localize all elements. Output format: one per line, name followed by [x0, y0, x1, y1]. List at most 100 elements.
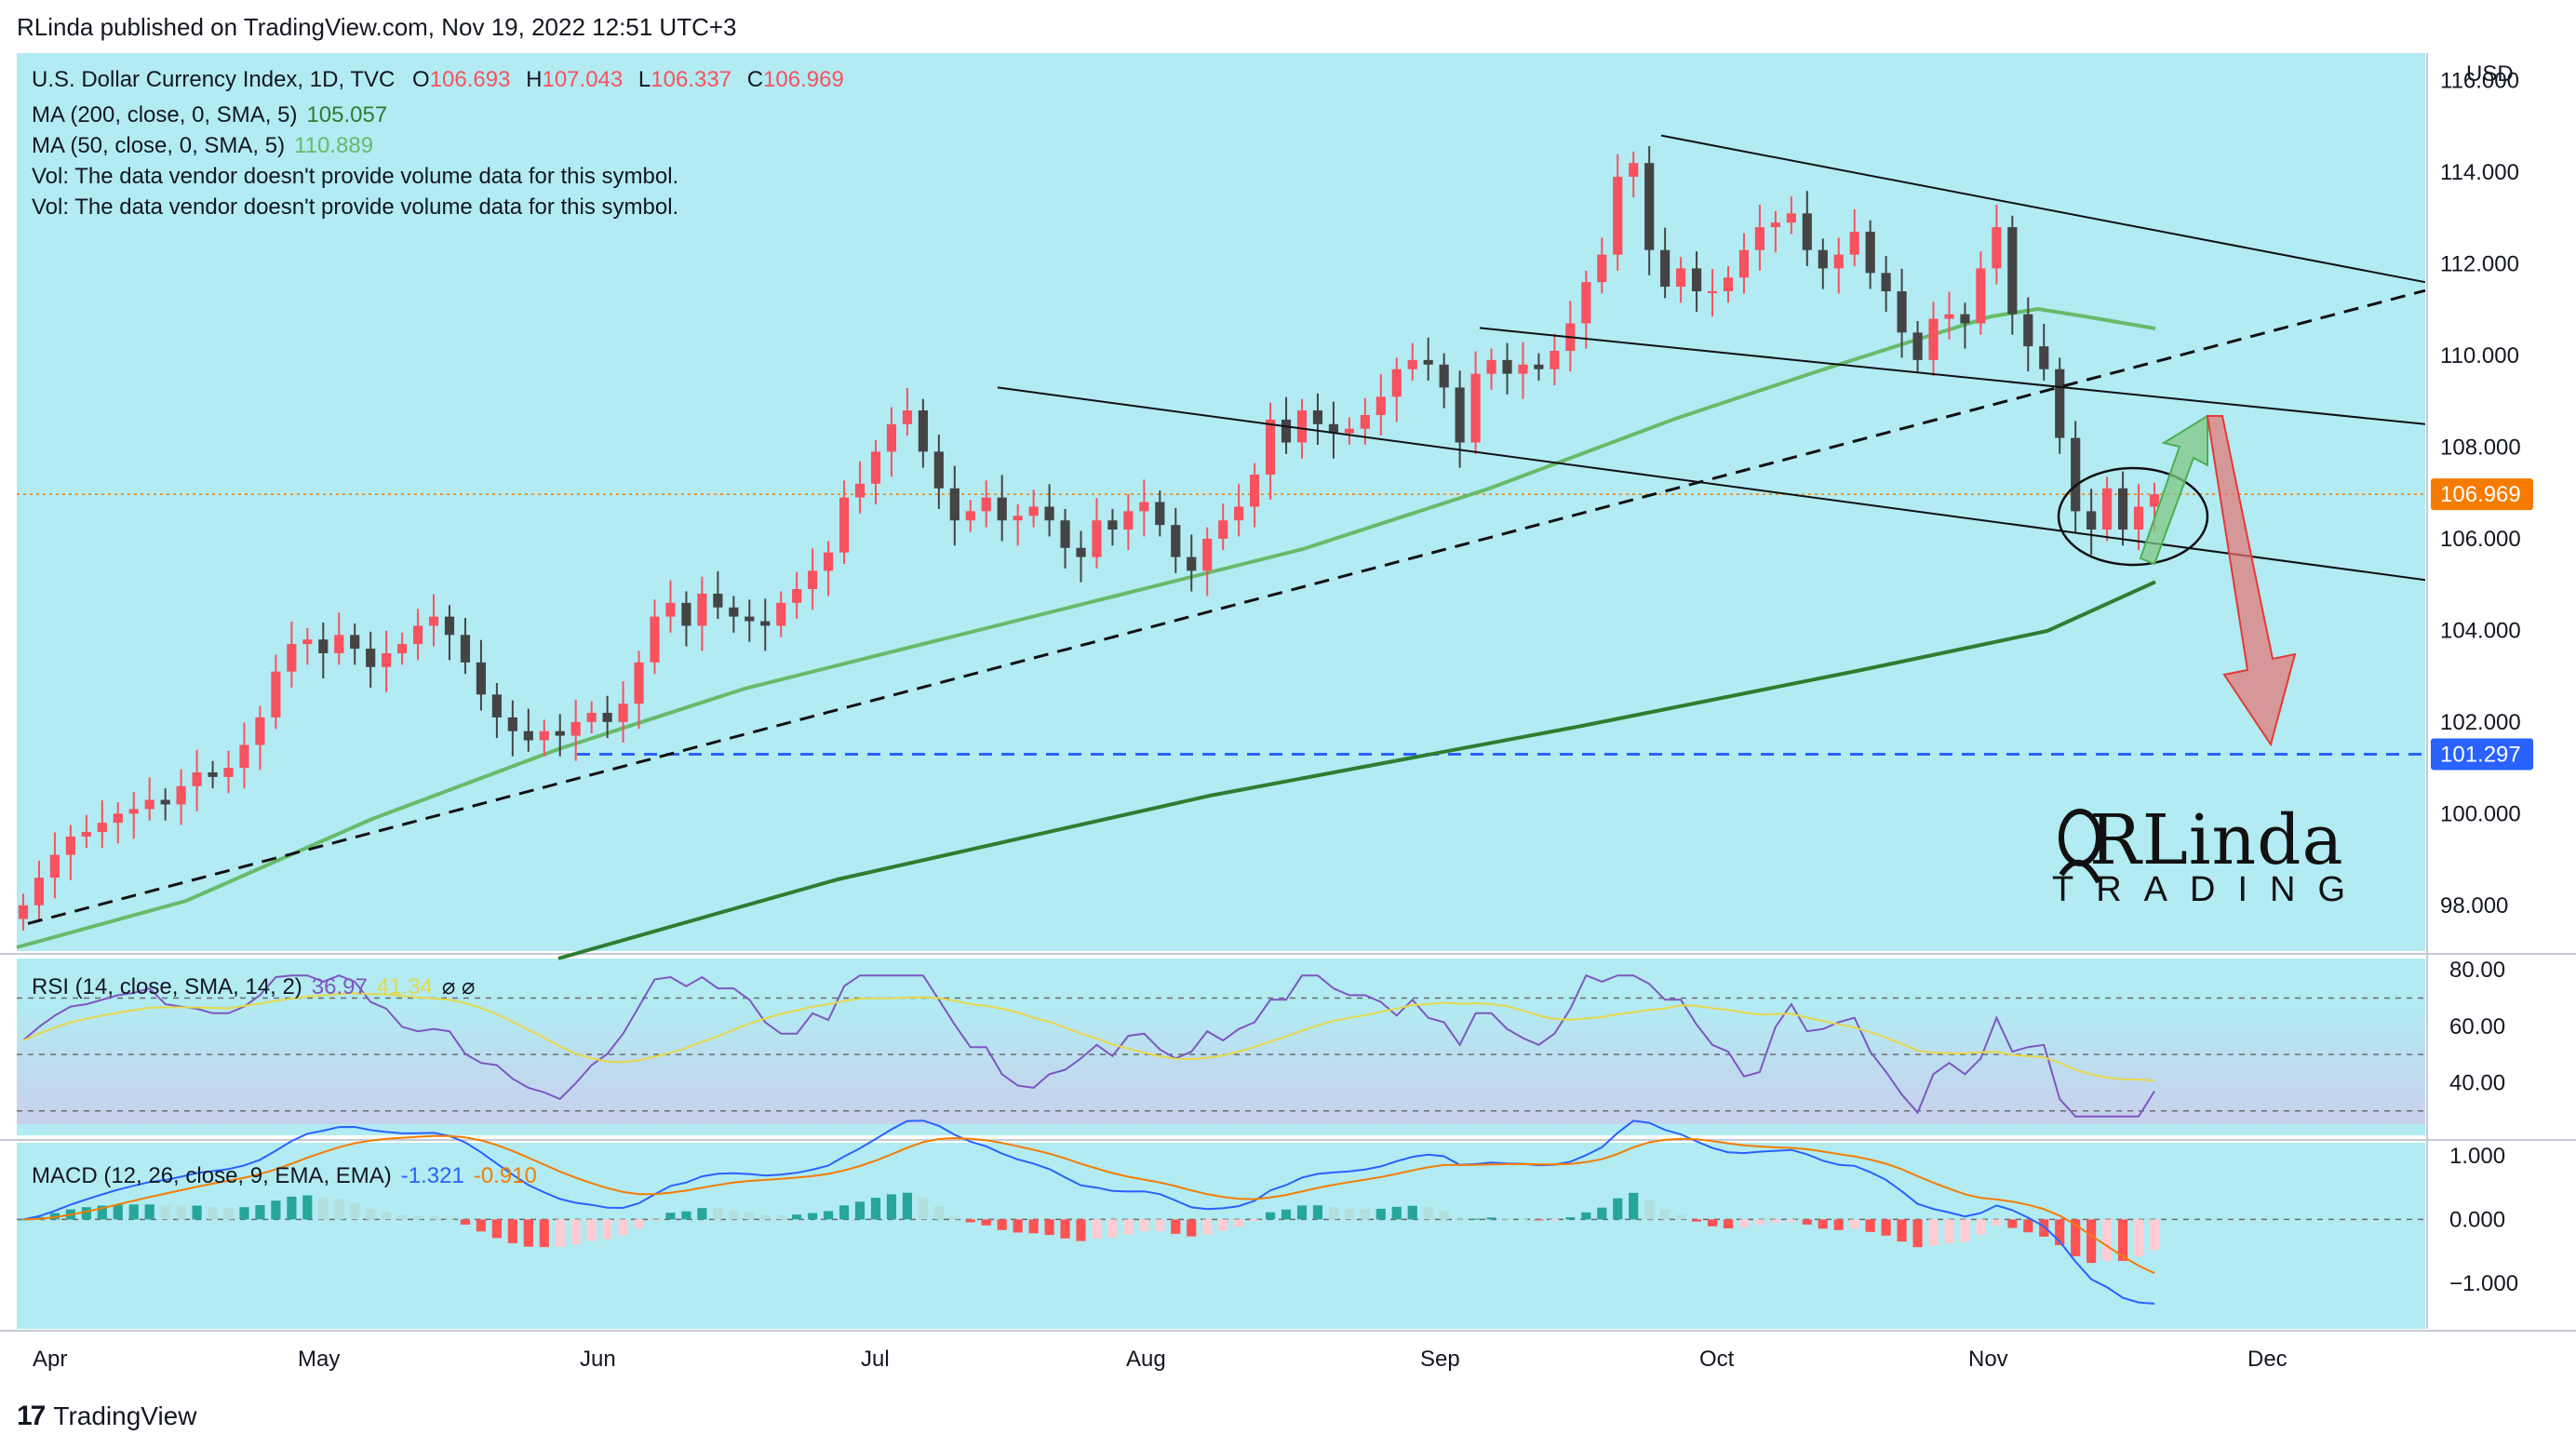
macd-hist-bar [1202, 1219, 1213, 1235]
legend-open-label: O [412, 67, 430, 92]
candle-body [507, 717, 517, 731]
candle-body [2133, 506, 2144, 530]
legend-low: 106.337 [651, 67, 732, 92]
candle-body [745, 616, 755, 622]
candle-body [1928, 318, 1939, 360]
candle-body [1328, 423, 1339, 434]
macd-hist-bar [697, 1208, 707, 1220]
candle-body [1818, 249, 1828, 269]
macd-hist-bar [665, 1213, 676, 1220]
macd-hist-bar [49, 1213, 60, 1220]
candle-body [1691, 268, 1702, 292]
macd-hist-bar [1187, 1219, 1197, 1237]
candle-body [460, 635, 471, 663]
candle-body [1281, 419, 1292, 443]
macd-label: MACD (12, 26, close, 9, EMA, EMA) [32, 1163, 392, 1188]
macd-hist-bar [1802, 1219, 1812, 1225]
macd-hist-bar [397, 1214, 408, 1220]
candle-body [1707, 291, 1718, 294]
macd-hist-bar [1092, 1219, 1102, 1239]
macd-hist-bar [1060, 1219, 1070, 1239]
candle-body [1881, 273, 1891, 292]
macd-hist-bar [1881, 1219, 1891, 1236]
candle-body [1391, 369, 1402, 397]
legend-ma50[interactable]: MA (50, close, 0, SMA, 5) 110.889 [32, 133, 373, 159]
candle-body [1770, 222, 1780, 228]
macd-hist-bar [1439, 1210, 1449, 1220]
candle-body [713, 593, 723, 608]
candle-body [586, 712, 597, 722]
candle-body [1202, 538, 1213, 571]
candle-body [1518, 364, 1528, 374]
macd-hist-bar [618, 1219, 628, 1236]
candle-body [1265, 419, 1276, 475]
macd-hist-bar [824, 1211, 834, 1220]
candle-body [255, 717, 265, 745]
candle-body [1344, 428, 1354, 434]
macd-hist-bar [223, 1207, 234, 1220]
macd-tick-label: 0.000 [2449, 1207, 2505, 1232]
macd-hist-bar [239, 1207, 249, 1220]
candle-body [1296, 410, 1308, 443]
up-arrow-icon [2139, 414, 2208, 566]
macd-hist-bar [1865, 1219, 1875, 1232]
candle-body [397, 644, 408, 653]
macd-hist-bar [2007, 1219, 2018, 1228]
time-tick-label: Apr [33, 1347, 67, 1372]
candle-body [981, 497, 991, 512]
channel-low-line [997, 386, 2426, 582]
macd-hist-bar [870, 1198, 881, 1220]
candle-body [697, 593, 707, 626]
current-price-badge-bg [2431, 478, 2533, 511]
candle-body [808, 570, 818, 590]
candle-body [1360, 414, 1370, 429]
candle-body [160, 799, 170, 805]
macd-hist-bar [681, 1211, 691, 1220]
candle-body [382, 652, 392, 667]
candle-body [1723, 277, 1734, 292]
candle-body [1550, 351, 1560, 369]
candle-body [1076, 547, 1086, 557]
macd-hist-bar [1234, 1219, 1244, 1227]
legend-high-label: H [526, 67, 543, 92]
macd-hist-bar [555, 1219, 565, 1247]
candle-body [271, 671, 281, 717]
price-tick-label: 108.000 [2440, 435, 2521, 460]
macd-hist-bar [1676, 1214, 1686, 1220]
candle-body [570, 721, 581, 736]
price-tick-label: 112.000 [2440, 251, 2519, 276]
macd-hist-bar [18, 1219, 29, 1221]
macd-hist-bar [1644, 1200, 1655, 1220]
rsi-extra: ⌀ ⌀ [441, 974, 476, 999]
candle-body [2102, 488, 2113, 530]
macd-hist-bar [382, 1212, 392, 1220]
macd-hist-bar [192, 1205, 202, 1220]
price-tick-label: 104.000 [2440, 618, 2521, 643]
footer[interactable]: 17 TradingView [17, 1401, 196, 1432]
rsi-ma-value: 41.34 [376, 974, 433, 999]
macd-pane[interactable] [17, 1143, 2425, 1329]
legend-rsi[interactable]: RSI (14, close, SMA, 14, 2) 36.97 41.34 ⌀ ⌀ [32, 973, 475, 1000]
macd-hist-bar [507, 1219, 517, 1243]
candle-body [1581, 282, 1591, 324]
macd-hist-bar [1455, 1219, 1465, 1221]
candle-body [318, 639, 329, 653]
macd-hist-bar [886, 1194, 897, 1220]
macd-hist-bar [1976, 1219, 1986, 1235]
currency-label: USD [2466, 61, 2514, 87]
macd-hist-bar [1360, 1209, 1370, 1220]
chart-canvas[interactable]: USD 80.00 60.00 40.00 1.000 0.000 −1.000 98.0… [0, 0, 2576, 1396]
candle-body [334, 635, 344, 653]
candle-body [239, 744, 249, 769]
support-badge: 101.297 [2440, 742, 2521, 767]
macd-hist-bar [350, 1202, 360, 1220]
macd-hist-bar [1044, 1219, 1054, 1236]
legend-ma200[interactable]: MA (200, close, 0, SMA, 5) 105.057 [32, 102, 387, 128]
candle-body [650, 616, 660, 663]
legend-macd[interactable]: MACD (12, 26, close, 9, EMA, EMA) -1.321-… [32, 1163, 537, 1189]
candle-body [81, 831, 91, 837]
candle-body [1155, 502, 1165, 526]
candle-body [1423, 359, 1433, 365]
macd-hist-bar [1375, 1208, 1386, 1220]
legend-vol-1: Vol: The data vendor doesn't provide vol… [32, 164, 679, 189]
